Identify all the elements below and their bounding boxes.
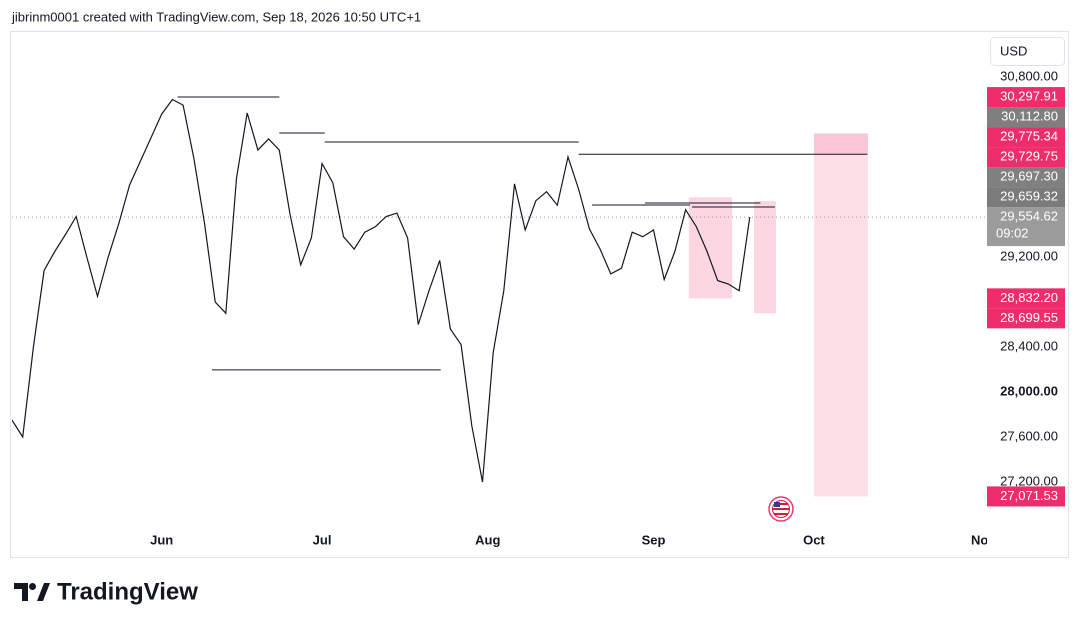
countdown-label: 09:02 bbox=[996, 226, 1029, 241]
y-tick-label: 28,400.00 bbox=[1000, 338, 1058, 353]
y-tick-label: 30,800.00 bbox=[1000, 68, 1058, 83]
price-tag-label: 29,775.34 bbox=[1000, 129, 1058, 144]
price-tag-label: 28,832.20 bbox=[1000, 290, 1058, 305]
price-tag-label: 30,297.91 bbox=[1000, 89, 1058, 104]
price-tag bbox=[987, 87, 1065, 108]
time-axis: Jun Jul Aug Sep Oct No bbox=[150, 532, 988, 547]
price-tag bbox=[987, 486, 1065, 507]
currency-button[interactable] bbox=[990, 37, 1065, 66]
zone bbox=[813, 133, 868, 155]
price-tag-label: 30,112.80 bbox=[1001, 109, 1058, 124]
price-tag-label: 29,697.30 bbox=[1000, 169, 1058, 184]
price-tag bbox=[987, 207, 1065, 247]
x-tick-label: Oct bbox=[803, 532, 825, 547]
price-tag bbox=[987, 147, 1065, 168]
price-axis: 30,800.00 29,200.00 28,400.00 28,000.00 27,6… bbox=[987, 68, 1065, 507]
price-tag-label: 27,071.53 bbox=[1000, 488, 1058, 503]
price-line bbox=[12, 98, 751, 483]
price-tag bbox=[987, 308, 1065, 329]
zone bbox=[688, 197, 733, 299]
plot-area bbox=[12, 96, 985, 497]
price-tag bbox=[987, 288, 1065, 309]
x-tick-label: No bbox=[971, 532, 988, 547]
price-tag-label: 29,659.32 bbox=[1000, 189, 1058, 204]
event-flag[interactable] bbox=[768, 496, 794, 522]
brand-logo bbox=[14, 583, 50, 601]
y-tick-label: 27,600.00 bbox=[1000, 428, 1058, 443]
price-tag-label: 29,729.75 bbox=[1000, 149, 1058, 164]
y-tick-label: 27,200.00 bbox=[1000, 473, 1058, 488]
y-tick-label: 28,000.00 bbox=[1000, 383, 1058, 398]
x-tick-label: Aug bbox=[475, 532, 500, 547]
x-tick-label: Jun bbox=[150, 532, 173, 547]
price-tag bbox=[987, 167, 1065, 188]
price-tag-label: 29,554.62 bbox=[1000, 209, 1058, 224]
price-tag bbox=[987, 107, 1065, 128]
y-tick-label: 29,200.00 bbox=[1000, 248, 1058, 263]
price-tag bbox=[987, 127, 1065, 148]
price-tag-label: 28,699.55 bbox=[1000, 310, 1058, 325]
zone bbox=[754, 201, 776, 314]
x-tick-label: Jul bbox=[313, 532, 332, 547]
header-text: jibrinm0001 created with TradingView.com… bbox=[11, 9, 421, 24]
price-tag bbox=[987, 187, 1065, 208]
x-tick-label: Sep bbox=[642, 532, 666, 547]
brand-name: TradingView bbox=[57, 578, 198, 605]
zone bbox=[813, 133, 868, 497]
currency-label[interactable]: USD bbox=[1000, 43, 1027, 58]
chart-frame bbox=[10, 31, 1069, 558]
